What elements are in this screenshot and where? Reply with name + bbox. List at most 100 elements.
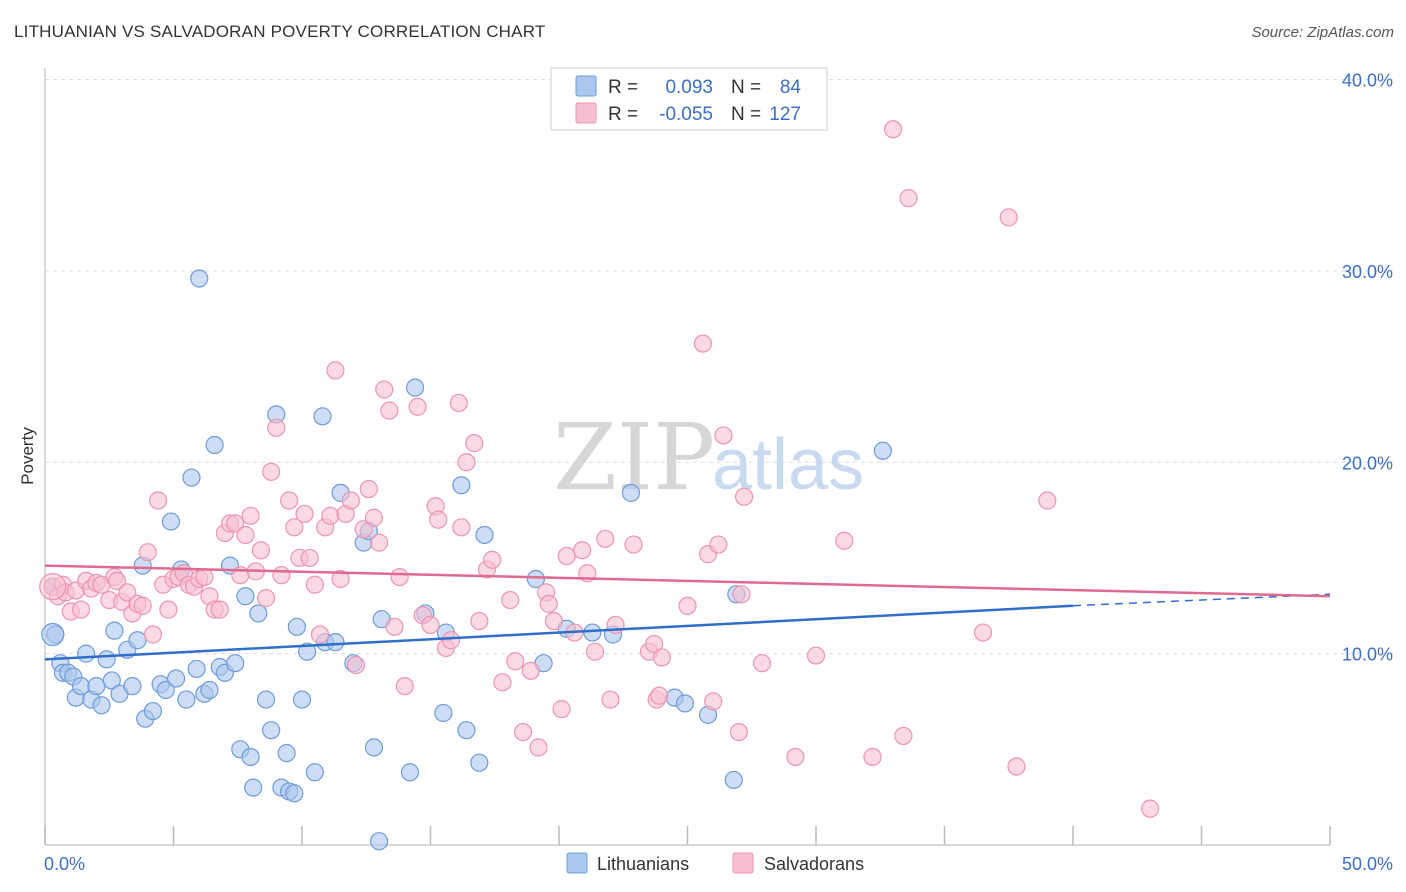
point-lithuanians-61 [364,738,384,757]
point-salvadorans-18 [133,596,152,615]
point-salvadorans-112 [714,426,733,445]
point-salvadorans-49 [295,504,314,524]
point-lithuanians-70 [457,721,476,740]
y-axis-title: Poverty [18,427,37,485]
point-lithuanians-47 [277,744,296,763]
stats-legend: R = 0.093 N = 84 R = -0.055 N = 127 [550,67,828,131]
point-salvadorans-61 [359,479,378,499]
point-salvadorans-68 [395,677,414,696]
trendline-lithuanians [44,604,1074,661]
point-salvadorans-122 [899,189,918,208]
point-salvadorans-41 [251,541,270,560]
point-salvadorans-20 [143,625,163,644]
point-salvadorans-117 [786,747,805,767]
point-salvadorans-116 [752,654,772,673]
point-salvadorans-52 [310,625,330,644]
point-salvadorans-42 [256,589,276,608]
bottom-legend: Lithuanians Salvadorans [566,852,864,874]
point-salvadorans-75 [441,631,461,650]
point-salvadorans-77 [452,518,471,537]
y-axis-tick-labels: 10.0% 20.0% 30.0% 40.0% [1342,71,1393,665]
legend-swatch-lithuanians [575,75,597,97]
point-salvadorans-39 [241,506,260,525]
x-tick-label-min: 0.0% [44,854,85,874]
point-salvadorans-91 [544,611,563,631]
point-salvadorans-46 [280,491,299,510]
point-salvadorans-119 [835,531,854,550]
point-lithuanians-14 [105,621,124,640]
point-lithuanians-12 [97,650,116,669]
legend-n-value-1: 84 [780,77,802,98]
point-lithuanians-49 [285,784,304,803]
point-lithuanians-69 [452,476,471,495]
y-tick-label-20: 20.0% [1342,453,1393,473]
legend-swatch-salvadorans [575,102,597,124]
point-salvadorans-69 [408,397,427,416]
point-salvadorans-56 [331,569,350,589]
point-salvadorans-105 [650,686,669,705]
point-lithuanians-29 [187,659,206,679]
point-salvadorans-120 [863,747,882,767]
point-salvadorans-59 [346,656,366,675]
trendline-salvadorans [44,564,1331,598]
point-salvadorans-36 [226,514,245,533]
point-lithuanians-25 [166,669,186,688]
point-salvadorans-99 [601,690,620,709]
point-salvadorans-84 [501,590,520,610]
legend-r-value-2: -0.055 [659,104,713,125]
point-salvadorans-85 [506,652,525,671]
point-lithuanians-37 [226,654,245,673]
point-lithuanians-cluster [41,622,65,647]
source-credit: Source: ZipAtlas.com [1251,24,1394,41]
point-lithuanians-10 [87,677,106,696]
y-tick-label-40: 40.0% [1342,71,1393,91]
watermark: ZIP atlas [553,404,864,511]
point-salvadorans-118 [806,646,826,665]
point-lithuanians-41 [244,778,263,797]
point-salvadorans-97 [585,642,605,661]
point-lithuanians-54 [313,407,332,426]
watermark-atlas: atlas [712,425,864,505]
point-lithuanians-78 [621,483,641,502]
point-lithuanians-53 [305,763,324,782]
point-lithuanians-43 [256,690,276,709]
point-lithuanians-27 [177,690,196,709]
point-salvadorans-126 [1038,491,1057,510]
point-lithuanians-8 [77,644,96,663]
legend-r-value-1: 0.093 [665,77,713,98]
point-salvadorans-121 [894,726,913,746]
point-lithuanians-33 [205,435,224,455]
point-lithuanians-56 [326,633,345,652]
point-salvadorans-15 [118,583,137,602]
point-salvadorans-83 [493,673,512,692]
point-salvadorans-110 [704,692,723,711]
point-salvadorans-44 [267,418,286,437]
point-salvadorans-65 [380,401,399,420]
point-salvadorans-54 [321,506,340,525]
point-salvadorans-55 [326,361,345,380]
point-salvadorans-38 [236,525,255,545]
point-lithuanians-65 [405,378,425,397]
point-salvadorans-79 [465,434,484,453]
point-salvadorans-82 [483,550,502,569]
series-salvadorans-points [39,120,1160,818]
point-salvadorans-64 [375,380,394,399]
point-salvadorans-125 [1007,757,1026,776]
stats-legend-box [550,67,828,131]
point-lithuanians-72 [475,525,494,545]
point-salvadorans-86 [513,722,533,742]
point-lithuanians-13 [102,671,121,690]
bottom-legend-swatch-lithuanians [566,852,588,874]
point-salvadorans-124 [999,208,1018,227]
point-salvadorans-101 [624,535,643,554]
bottom-legend-lithuanians: Lithuanians [597,854,689,874]
axes [44,68,1331,846]
point-salvadorans-78 [457,453,476,472]
point-salvadorans-50 [300,548,319,568]
point-salvadorans-128 [883,120,903,139]
point-lithuanians-50 [287,617,306,636]
point-salvadorans-103 [644,634,664,654]
x-tick-label-max: 50.0% [1342,854,1393,874]
point-lithuanians-39 [236,587,255,606]
point-salvadorans-80 [470,611,489,631]
